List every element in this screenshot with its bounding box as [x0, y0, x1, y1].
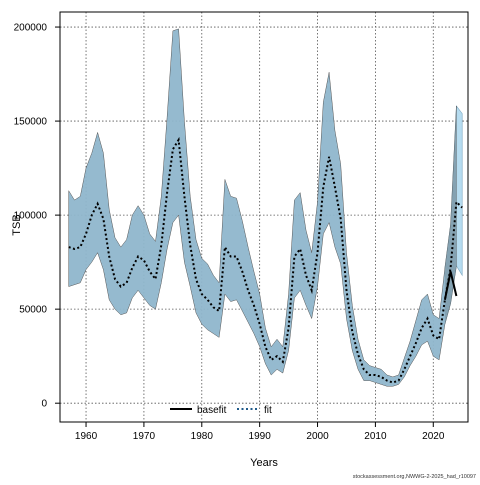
x-tick-label: 1980 [191, 431, 214, 442]
y-tick-label: 50000 [19, 305, 47, 316]
y-tick-label: 150000 [14, 117, 48, 128]
y-axis-label: TSB [11, 214, 23, 235]
x-tick-label: 1960 [75, 431, 98, 442]
legend-basefit-label: basefit [197, 405, 227, 416]
basefit-line [443, 271, 458, 300]
x-tick-label: 2000 [306, 431, 329, 442]
plot-frame [59, 11, 469, 423]
ci-band [68, 28, 457, 387]
x-tick-label: 1990 [249, 431, 272, 442]
axes: 1960 1970 1980 1990 2000 2010 2020 0 50000 100000… [14, 23, 445, 442]
watermark-text: stockassessment.org,NWWG-2-2025_had_r100… [353, 474, 476, 480]
x-tick-label: 1970 [133, 431, 156, 442]
y-tick-label: 0 [41, 399, 47, 410]
x-axis-label: Years [250, 457, 278, 469]
y-tick-label: 200000 [14, 23, 48, 34]
legend-fit-label: fit [264, 405, 272, 416]
confidence-band [68, 28, 463, 387]
x-tick-label: 2010 [364, 431, 387, 442]
x-tick-label: 2020 [422, 431, 445, 442]
basefit-ci-band [444, 106, 457, 325]
series-lines [68, 136, 463, 384]
legend: basefit fit [170, 405, 272, 416]
y-tick-label: 100000 [14, 211, 48, 222]
